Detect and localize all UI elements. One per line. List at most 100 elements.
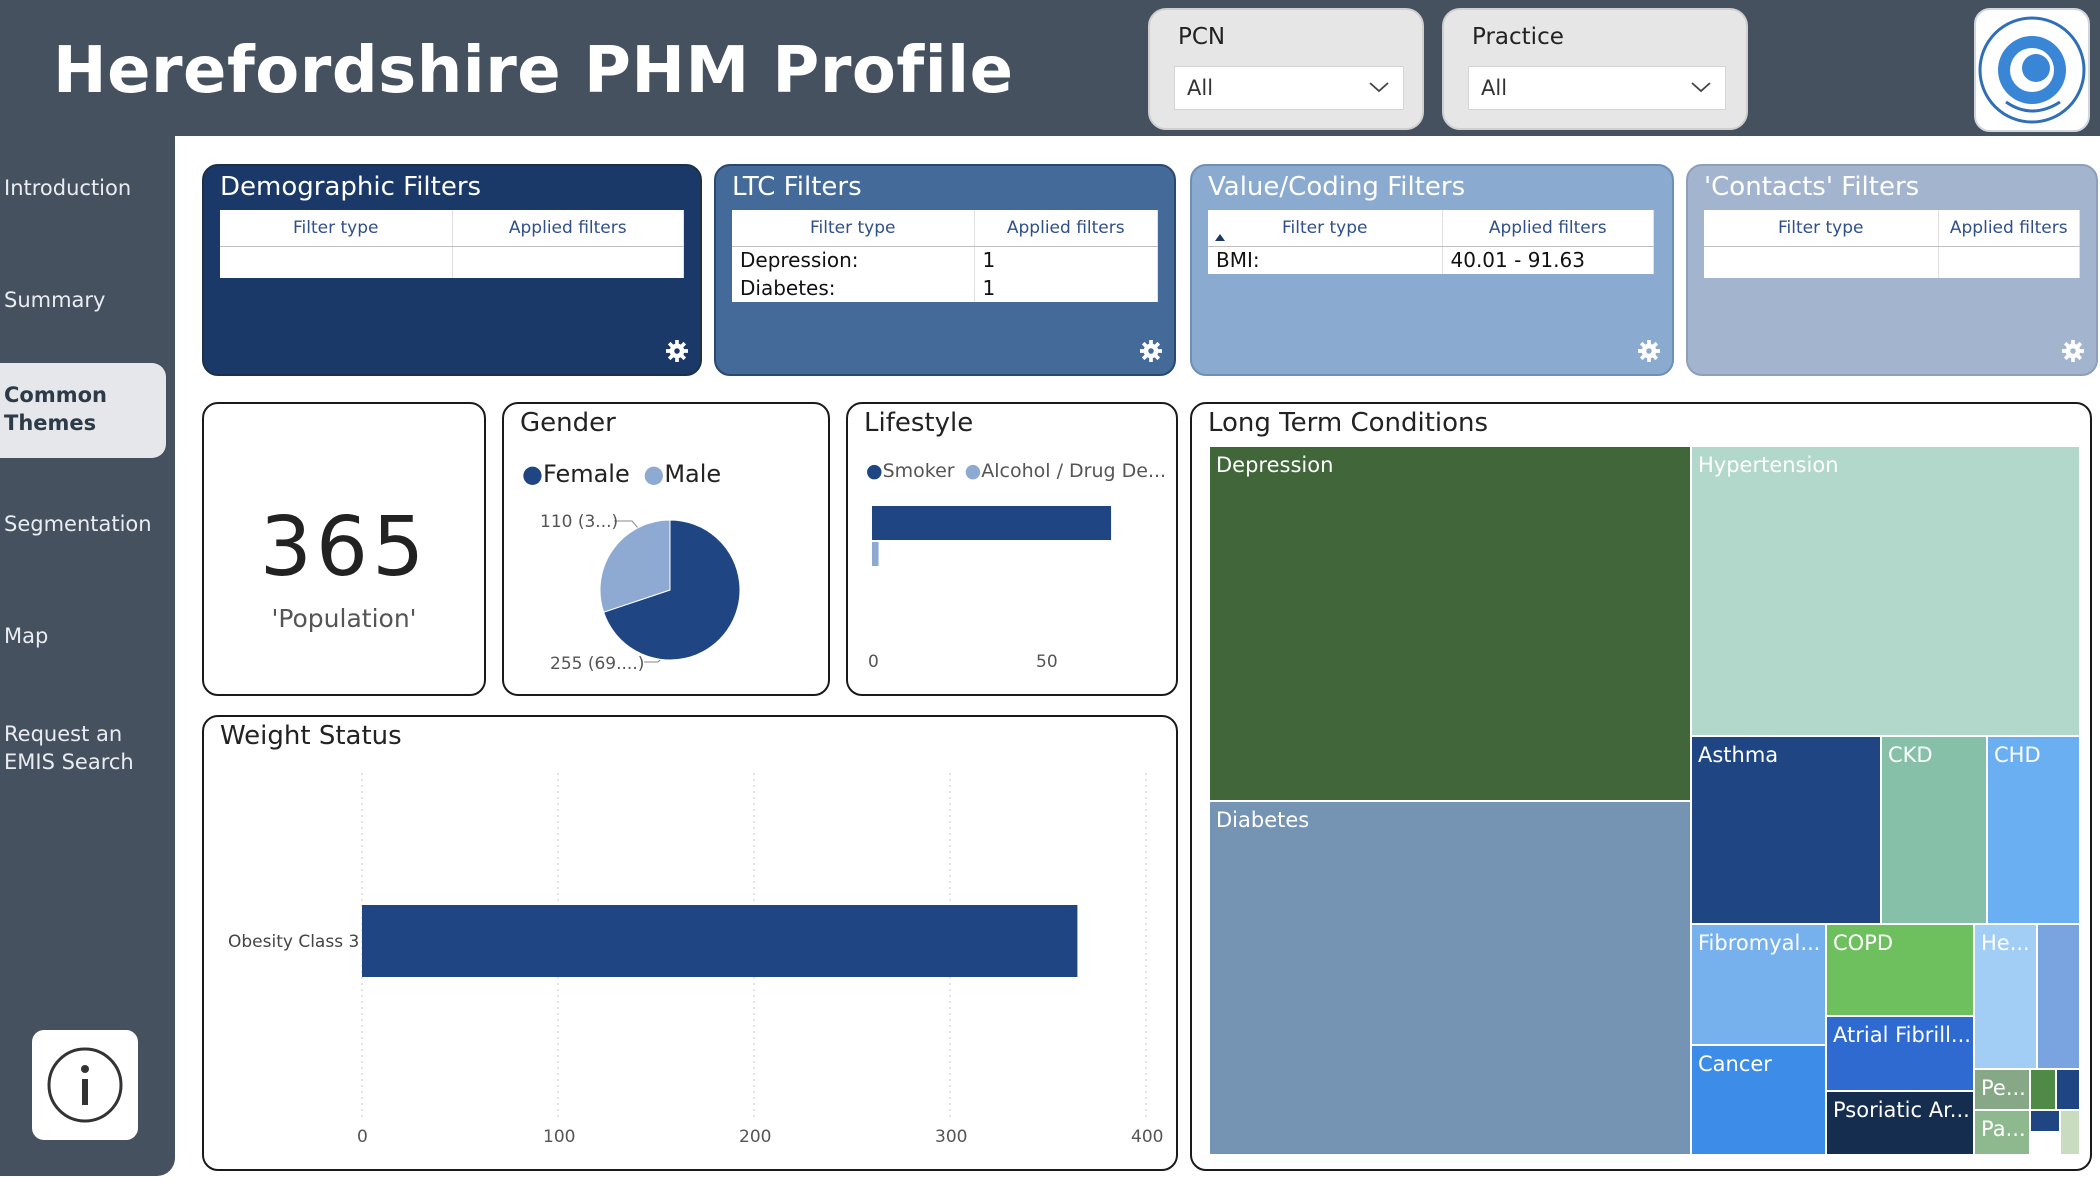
- col-applied-filters: Applied filters: [974, 210, 1158, 247]
- treemap-tile[interactable]: CHD: [1987, 736, 2080, 924]
- gear-icon[interactable]: [1638, 340, 1660, 362]
- treemap-tile[interactable]: Psoriatic Ar...: [1826, 1091, 1974, 1155]
- treemap-tile[interactable]: Pa...: [1974, 1110, 2030, 1155]
- population-card: 365 'Population': [202, 402, 486, 696]
- gear-icon[interactable]: [1140, 340, 1162, 362]
- sidebar-item-segmentation[interactable]: Segmentation: [4, 512, 152, 536]
- pcn-dropdown[interactable]: All: [1174, 66, 1404, 110]
- ltc-filters-card: LTC Filters Filter type Applied filters D…: [714, 164, 1176, 376]
- treemap-tile[interactable]: Atrial Fibrill...: [1826, 1016, 1974, 1091]
- legend-alcohol: Alcohol / Drug De...: [981, 460, 1167, 482]
- treemap-tile[interactable]: [2030, 1110, 2060, 1132]
- logo: [1974, 8, 2090, 132]
- contacts-filters-card: 'Contacts' Filters Filter type Applied fi…: [1686, 164, 2098, 376]
- practice-slicer: Practice All: [1442, 8, 1748, 130]
- x-tick-label: 300: [935, 1127, 968, 1147]
- legend-smoker: Smoker: [882, 460, 955, 482]
- gear-icon[interactable]: [666, 340, 688, 362]
- logo-emblem-icon: [1978, 16, 2086, 124]
- treemap-tile-label: Depression: [1216, 453, 1334, 477]
- treemap-tile[interactable]: Asthma: [1691, 736, 1881, 924]
- weight-bar-chart: [361, 773, 1147, 1117]
- weight-title: Weight Status: [220, 721, 402, 751]
- gear-icon[interactable]: [2062, 340, 2084, 362]
- col-filter-type: Filter type: [732, 210, 975, 247]
- practice-dropdown[interactable]: All: [1468, 66, 1726, 110]
- chevron-down-icon: [1691, 82, 1711, 93]
- lifestyle-card: Lifestyle ●Smoker ●Alcohol / Drug De... …: [846, 402, 1178, 696]
- treemap-tile[interactable]: Diabetes: [1209, 801, 1691, 1155]
- filters-table: Filter type Applied filters Depression: 1 …: [732, 210, 1158, 302]
- pie-label-male: 110 (3...): [540, 512, 619, 532]
- sidebar: Introduction Summary Common Themes Segme…: [0, 136, 175, 1176]
- practice-label: Practice: [1472, 24, 1564, 50]
- info-button[interactable]: [32, 1030, 138, 1140]
- sidebar-item-summary[interactable]: Summary: [4, 288, 106, 312]
- ltc-chart-title: Long Term Conditions: [1208, 408, 1489, 438]
- chevron-down-icon: [1369, 82, 1389, 93]
- pcn-slicer: PCN All: [1148, 8, 1424, 130]
- pcn-label: PCN: [1178, 24, 1226, 50]
- filters-table: Filter type Applied filters BMI: 40.01 - 9…: [1208, 210, 1654, 274]
- sidebar-item-request-emis-search[interactable]: Request an EMIS Search: [4, 722, 134, 774]
- practice-value: All: [1481, 76, 1508, 100]
- page-title: Herefordshire PHM Profile: [53, 34, 1014, 108]
- x-tick-label: 400: [1131, 1127, 1164, 1147]
- treemap-tile[interactable]: Cancer: [1691, 1045, 1826, 1155]
- col-applied-filters: Applied filters: [1938, 210, 2080, 247]
- pie-slice-female[interactable]: [602, 519, 741, 661]
- gender-card: Gender ●Female ●Male 110 (3...) 255 (69.…: [502, 402, 830, 696]
- treemap-tile[interactable]: Hypertension: [1691, 446, 2080, 736]
- lifestyle-title: Lifestyle: [864, 408, 974, 438]
- pcn-value: All: [1187, 76, 1214, 100]
- x-tick-label: 0: [868, 652, 879, 672]
- treemap-tile[interactable]: COPD: [1826, 924, 1974, 1016]
- sidebar-item-introduction[interactable]: Introduction: [4, 176, 132, 200]
- card-title: Demographic Filters: [220, 172, 482, 202]
- treemap-tile-label: Psoriatic Ar...: [1833, 1098, 1970, 1122]
- bar-smoker[interactable]: [872, 506, 1112, 540]
- bar-alcohol-drug[interactable]: [872, 542, 879, 566]
- treemap-tile[interactable]: Pe...: [1974, 1069, 2030, 1110]
- table-row: [1704, 246, 1939, 278]
- card-title: 'Contacts' Filters: [1704, 172, 1920, 202]
- legend-dot-icon: ●: [866, 460, 883, 482]
- treemap-tile-label: Diabetes: [1216, 808, 1310, 832]
- bar-obesity-class-3[interactable]: [362, 905, 1078, 977]
- col-filter-type: Filter type: [220, 210, 453, 247]
- col-filter-type[interactable]: Filter type: [1208, 210, 1443, 247]
- lifestyle-legend: ●Smoker ●Alcohol / Drug De...: [866, 460, 1166, 482]
- treemap-tile-label: He...: [1981, 931, 2030, 955]
- gender-legend: ●Female ●Male: [522, 460, 721, 488]
- treemap-tile[interactable]: [2056, 1069, 2080, 1110]
- treemap-tile-label: Cancer: [1698, 1052, 1772, 1076]
- treemap-tile[interactable]: CKD: [1881, 736, 1987, 924]
- population-label: 'Population': [271, 604, 417, 633]
- treemap-tile[interactable]: [2030, 1069, 2056, 1110]
- x-tick-label: 50: [1036, 652, 1058, 672]
- sidebar-item-common-themes[interactable]: Common Themes: [0, 363, 166, 458]
- treemap-tile[interactable]: [2030, 1132, 2060, 1155]
- treemap-tile[interactable]: Depression: [1209, 446, 1691, 801]
- legend-male: Male: [664, 460, 722, 488]
- pie-label-female: 255 (69....): [550, 654, 645, 674]
- treemap-tile[interactable]: [2037, 924, 2080, 1069]
- pie-slice-male[interactable]: [599, 519, 671, 613]
- sidebar-item-label: Common Themes: [4, 383, 107, 435]
- treemap-tile-label: Pe...: [1981, 1076, 2026, 1100]
- lifestyle-bar-chart: [872, 506, 1112, 566]
- treemap-tile[interactable]: [2060, 1110, 2080, 1155]
- ltc-treemap: Depression Diabetes Hypertension Asthma CKD C…: [1209, 446, 2080, 1155]
- sidebar-item-map[interactable]: Map: [4, 624, 49, 648]
- treemap-tile-label: COPD: [1833, 931, 1894, 955]
- treemap-tile-label: CKD: [1888, 743, 1933, 767]
- treemap-tile[interactable]: Fibromyal...: [1691, 924, 1826, 1045]
- treemap-tile[interactable]: He...: [1974, 924, 2037, 1069]
- population-value: 365: [259, 500, 429, 595]
- x-tick-label: 200: [739, 1127, 772, 1147]
- gender-pie-chart: [599, 519, 741, 663]
- card-title: Value/Coding Filters: [1208, 172, 1466, 202]
- value-coding-filters-card: Value/Coding Filters Filter type Applied …: [1190, 164, 1674, 376]
- treemap-tile-label: Hypertension: [1698, 453, 1839, 477]
- legend-female: Female: [542, 460, 630, 488]
